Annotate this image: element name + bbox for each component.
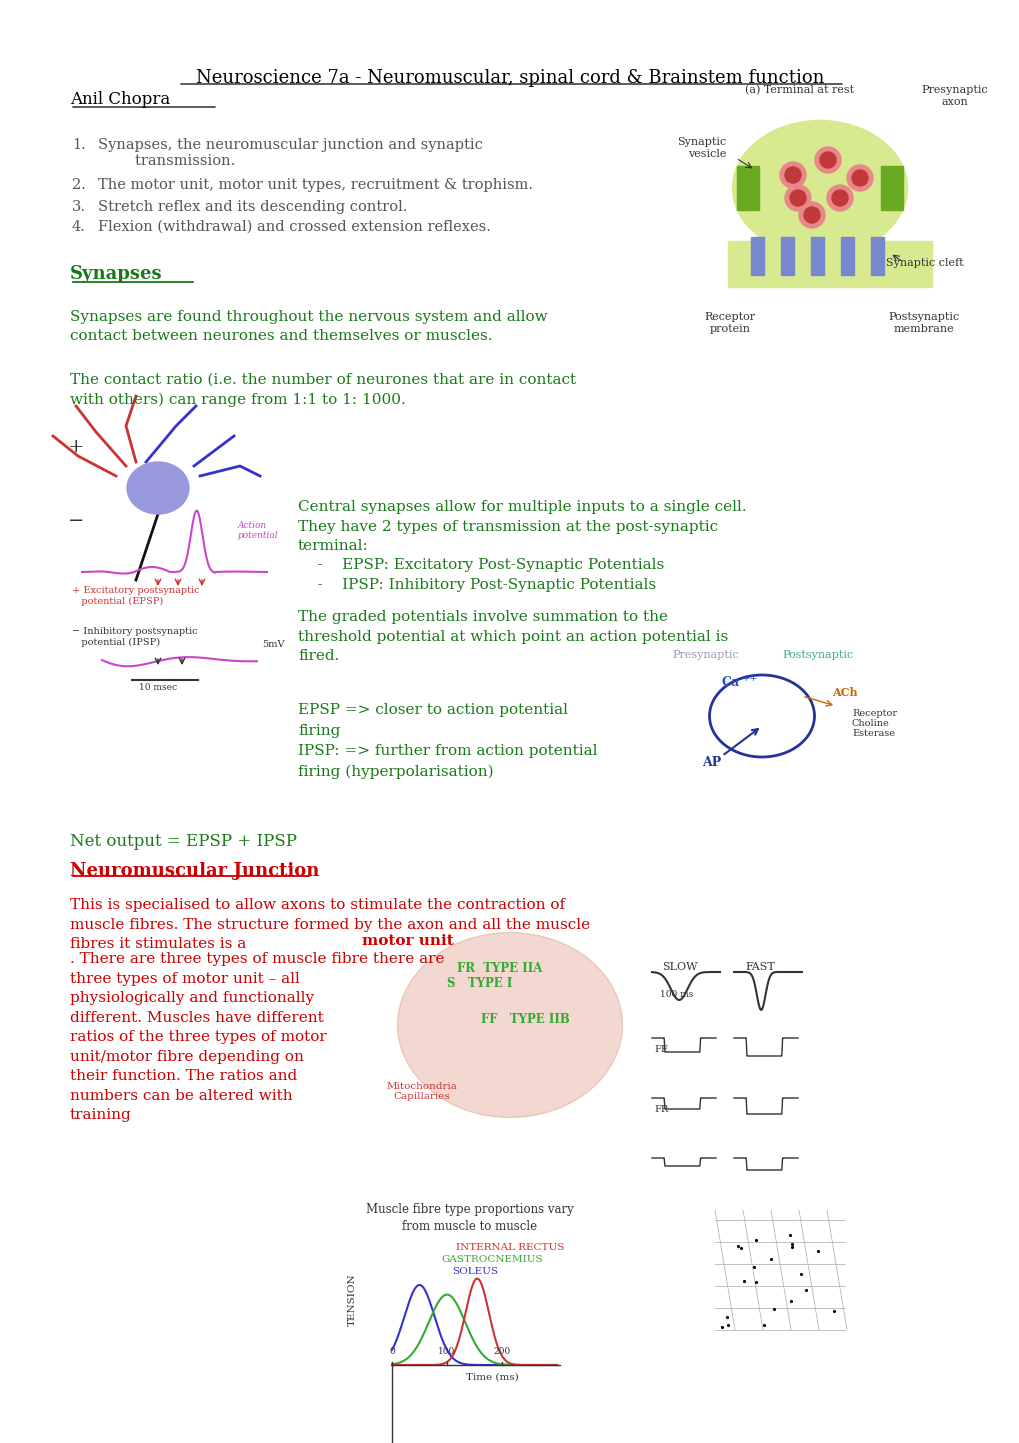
Text: Synaptic cleft: Synaptic cleft [886,258,963,268]
Text: Postsynaptic
membrane: Postsynaptic membrane [888,312,959,333]
Text: 5mV: 5mV [262,641,284,649]
Ellipse shape [732,121,907,255]
Text: FR  TYPE IIA: FR TYPE IIA [457,962,542,975]
Text: ++: ++ [741,674,758,683]
Text: Flexion (withdrawal) and crossed extension reflexes.: Flexion (withdrawal) and crossed extensi… [98,219,490,234]
Ellipse shape [397,932,622,1117]
Text: SOLEUS: SOLEUS [451,1267,497,1276]
Text: Synapses, the neuromuscular junction and synaptic
        transmission.: Synapses, the neuromuscular junction and… [98,139,482,169]
Text: 4.: 4. [72,219,86,234]
Circle shape [803,206,819,224]
Circle shape [785,167,800,183]
Ellipse shape [127,462,189,514]
Text: The graded potentials involve summation to the
threshold potential at which poin: The graded potentials involve summation … [298,610,728,662]
Text: S   TYPE I: S TYPE I [447,977,513,990]
Text: +: + [68,439,85,456]
Text: This is specialised to allow axons to stimulate the contraction of
muscle fibres: This is specialised to allow axons to st… [70,898,590,951]
Text: INTERNAL RECTUS: INTERNAL RECTUS [455,1242,564,1253]
FancyBboxPatch shape [841,237,853,276]
Text: Synapses: Synapses [70,266,162,283]
Circle shape [814,147,841,173]
Text: motor unit: motor unit [362,934,453,948]
Text: The motor unit, motor unit types, recruitment & trophism.: The motor unit, motor unit types, recrui… [98,177,533,192]
Text: Synapses are found throughout the nervous system and allow
contact between neuro: Synapses are found throughout the nervou… [70,310,547,343]
Text: (a) Terminal at rest: (a) Terminal at rest [745,85,854,95]
FancyBboxPatch shape [781,237,793,276]
Circle shape [785,185,810,211]
Text: FR: FR [653,1105,667,1114]
FancyBboxPatch shape [880,166,902,211]
FancyBboxPatch shape [737,166,758,211]
Text: 1.: 1. [72,139,86,152]
Text: 3.: 3. [72,201,86,214]
Text: FF   TYPE IIB: FF TYPE IIB [480,1013,569,1026]
Text: GASTROCNEMIUS: GASTROCNEMIUS [441,1255,542,1264]
Text: Neuromuscular Junction: Neuromuscular Junction [70,861,319,880]
Text: AP: AP [701,756,720,769]
Text: Presynaptic: Presynaptic [672,649,738,659]
Text: 100 ms: 100 ms [659,990,693,999]
Text: Synaptic
vesicle: Synaptic vesicle [676,137,726,159]
Text: 200: 200 [493,1346,511,1356]
Text: Muscle fibre type proportions vary
from muscle to muscle: Muscle fibre type proportions vary from … [366,1203,574,1232]
Text: . There are three types of muscle fibre there are
three types of motor unit – al: . There are three types of muscle fibre … [70,952,444,1123]
Text: Stretch reflex and its descending control.: Stretch reflex and its descending contro… [98,201,407,214]
Text: Anil Chopra: Anil Chopra [70,91,170,108]
Circle shape [832,190,847,206]
Text: 2.: 2. [72,177,86,192]
Text: Choline
Esterase: Choline Esterase [851,719,894,737]
Circle shape [780,162,805,188]
Text: FAST: FAST [745,962,774,973]
Circle shape [790,190,805,206]
Circle shape [851,170,867,186]
Circle shape [826,185,852,211]
Text: TENSION: TENSION [347,1274,357,1326]
Text: The contact ratio (i.e. the number of neurones that are in contact
with others) : The contact ratio (i.e. the number of ne… [70,372,576,407]
Text: 0: 0 [388,1346,394,1356]
Text: FF: FF [653,1045,667,1053]
FancyBboxPatch shape [870,237,883,276]
Text: 10 msec: 10 msec [139,683,177,693]
Circle shape [819,152,836,167]
Text: Central synapses allow for multiple inputs to a single cell.
They have 2 types o: Central synapses allow for multiple inpu… [298,501,746,592]
Text: Neuroscience 7a - Neuromuscular, spinal cord & Brainstem function: Neuroscience 7a - Neuromuscular, spinal … [196,69,823,87]
Text: Postsynaptic: Postsynaptic [782,649,853,659]
Circle shape [798,202,824,228]
Text: Receptor
protein: Receptor protein [704,312,755,333]
Circle shape [846,165,872,190]
FancyBboxPatch shape [750,237,763,276]
Text: SLOW: SLOW [661,962,697,973]
Text: Presynaptic
axon: Presynaptic axon [921,85,987,107]
Text: − Inhibitory postsynaptic
   potential (IPSP): − Inhibitory postsynaptic potential (IPS… [72,628,198,646]
Text: + Excitatory postsynaptic
   potential (EPSP): + Excitatory postsynaptic potential (EPS… [72,586,200,606]
FancyBboxPatch shape [728,241,931,287]
Text: Ca: Ca [721,675,740,688]
Text: Net output = EPSP + IPSP: Net output = EPSP + IPSP [70,833,297,850]
Text: Receptor: Receptor [851,709,897,719]
Text: −: − [68,512,85,530]
Text: 100: 100 [438,1346,455,1356]
Text: ACh: ACh [832,687,857,698]
FancyBboxPatch shape [810,237,823,276]
Text: Action
potential: Action potential [237,521,278,540]
Text: Mitochondria
Capillaries: Mitochondria Capillaries [386,1082,457,1101]
Text: Time (ms): Time (ms) [465,1372,518,1382]
Text: EPSP => closer to action potential
firing
IPSP: => further from action potential: EPSP => closer to action potential firin… [298,703,597,779]
